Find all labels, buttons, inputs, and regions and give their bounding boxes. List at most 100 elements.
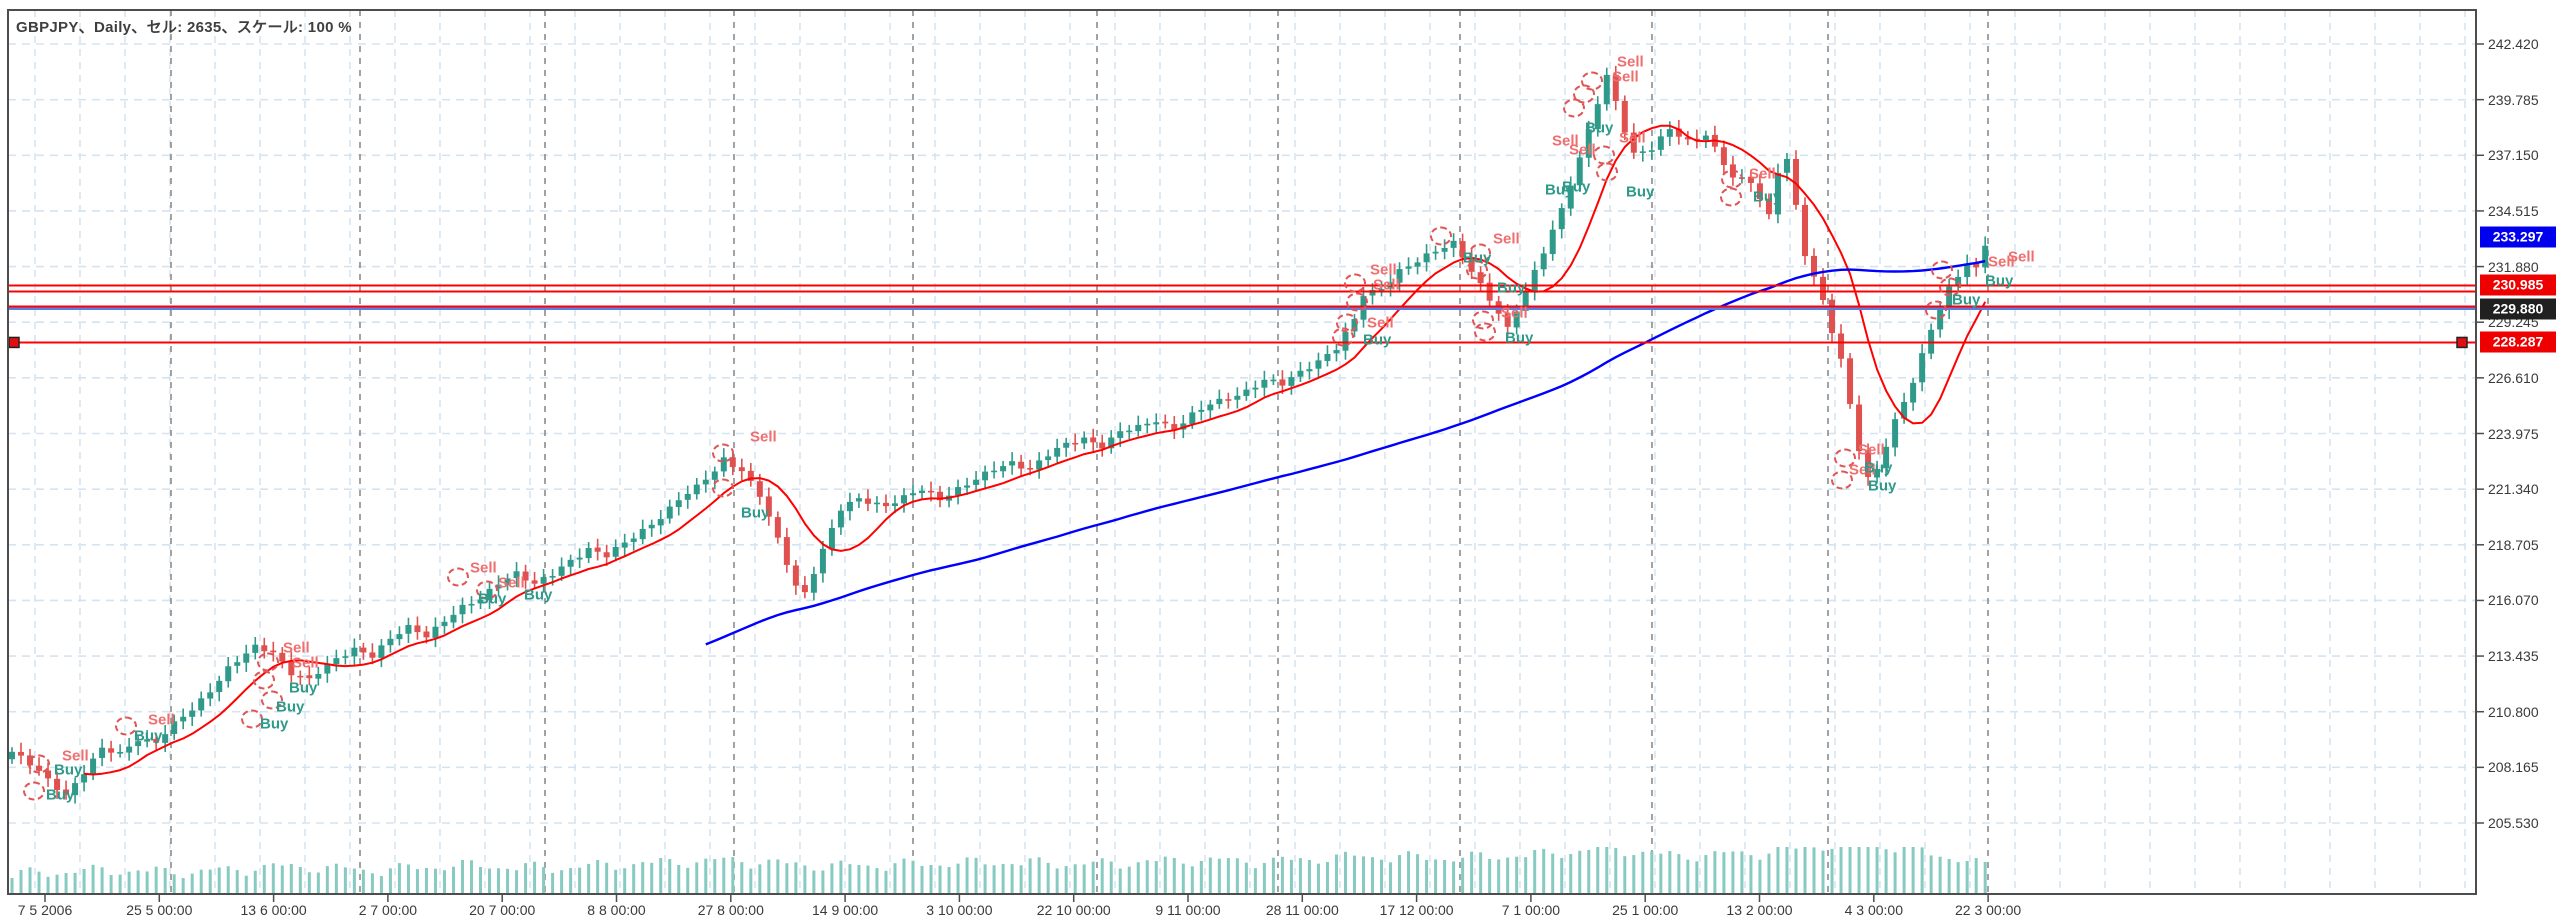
candle-body	[1432, 251, 1439, 254]
volume-bar	[506, 868, 510, 894]
candle-body	[639, 528, 646, 540]
volume-bar	[1758, 859, 1762, 894]
candle-body	[1829, 299, 1836, 334]
volume-bar	[614, 869, 618, 894]
candle-body	[1576, 157, 1583, 186]
candle-body	[1811, 255, 1817, 277]
candle-body	[1522, 290, 1529, 311]
volume-bar	[451, 866, 455, 894]
candle-body	[603, 552, 610, 558]
volume-bar	[524, 863, 528, 894]
candle-body	[855, 498, 862, 502]
volume-bar	[1262, 862, 1266, 894]
volume-bar	[127, 871, 131, 894]
candle-body	[882, 502, 889, 507]
volume-bar	[875, 868, 879, 894]
volume-bar	[1803, 847, 1807, 894]
hline-drag-handle[interactable]	[2456, 336, 2468, 349]
candle-body	[1072, 442, 1079, 445]
hline-drag-handle[interactable]	[8, 336, 20, 349]
volume-bar	[415, 869, 419, 894]
volume-bar	[1371, 857, 1375, 894]
candle-body	[648, 524, 655, 529]
candle-body	[801, 585, 808, 593]
candle-body	[1468, 257, 1475, 272]
volume-bar	[1109, 861, 1113, 894]
volume-bar	[1893, 852, 1897, 894]
candle-body	[1865, 450, 1872, 477]
volume-bar	[1244, 862, 1248, 894]
candle-body	[513, 571, 520, 579]
candle-body	[1937, 309, 1944, 330]
volume-bar	[1163, 856, 1167, 894]
candle-body	[1342, 332, 1349, 351]
volume-bar	[217, 867, 221, 894]
candle-body	[1919, 353, 1926, 383]
candle-body	[711, 471, 718, 480]
candle-body	[1225, 399, 1232, 401]
volume-bar	[1569, 854, 1573, 894]
volume-bar	[1452, 861, 1456, 894]
candle-body	[1783, 158, 1790, 173]
volume-bar	[244, 875, 248, 894]
volume-bar	[812, 870, 816, 894]
candle-body	[108, 748, 115, 753]
candle-body	[1630, 132, 1637, 153]
volume-bar	[1956, 862, 1960, 894]
volume-bar	[316, 872, 320, 894]
volume-bar	[334, 863, 338, 894]
volume-bar	[920, 865, 924, 894]
candle-body	[910, 493, 916, 496]
volume-bar	[731, 857, 735, 894]
candle-body	[81, 774, 88, 783]
candle-body	[1270, 379, 1277, 382]
candle-body	[522, 571, 529, 581]
candle-body	[1738, 177, 1745, 179]
volume-bar	[73, 872, 77, 894]
candle-body	[1973, 263, 1980, 268]
volume-bar	[1551, 853, 1555, 894]
volume-bar	[983, 864, 987, 894]
volume-bar	[19, 869, 23, 894]
volume-bar	[1118, 868, 1122, 894]
volume-bar	[1776, 847, 1780, 894]
candle-body	[540, 577, 547, 584]
volume-bar	[1253, 868, 1257, 894]
volume-bar	[587, 863, 591, 894]
volume-bar	[280, 865, 284, 894]
volume-bar	[1902, 847, 1906, 894]
volume-bar	[379, 876, 383, 894]
candle-body	[783, 537, 790, 565]
candle-body	[1504, 313, 1511, 327]
volume-bar	[1578, 850, 1582, 894]
candle-body	[378, 645, 385, 658]
candle-body	[1063, 442, 1070, 448]
volume-bar	[136, 870, 140, 894]
volume-bar	[686, 867, 690, 894]
candle-body	[1162, 421, 1169, 424]
candle-body	[1585, 129, 1592, 158]
volume-bar	[172, 874, 176, 894]
volume-bar	[902, 858, 906, 894]
candle-body	[657, 519, 664, 526]
volume-bar	[1650, 851, 1654, 894]
candle-body	[1883, 446, 1890, 469]
candle-body	[1901, 401, 1908, 419]
volume-bar	[947, 867, 951, 894]
candle-body	[225, 666, 232, 682]
volume-bar	[794, 862, 798, 894]
volume-bar	[1271, 857, 1275, 894]
candle-body	[396, 634, 403, 640]
volume-bar	[1497, 859, 1501, 894]
candle-body	[117, 752, 124, 754]
volume-bar	[199, 869, 203, 894]
candle-body	[1036, 460, 1043, 470]
candle-body	[1477, 272, 1484, 284]
candle-body	[1108, 437, 1115, 449]
candle-body	[1964, 263, 1971, 278]
candle-body	[585, 548, 592, 559]
volume-bar	[352, 868, 356, 894]
volume-bar	[857, 865, 861, 894]
candle-body	[459, 604, 466, 615]
